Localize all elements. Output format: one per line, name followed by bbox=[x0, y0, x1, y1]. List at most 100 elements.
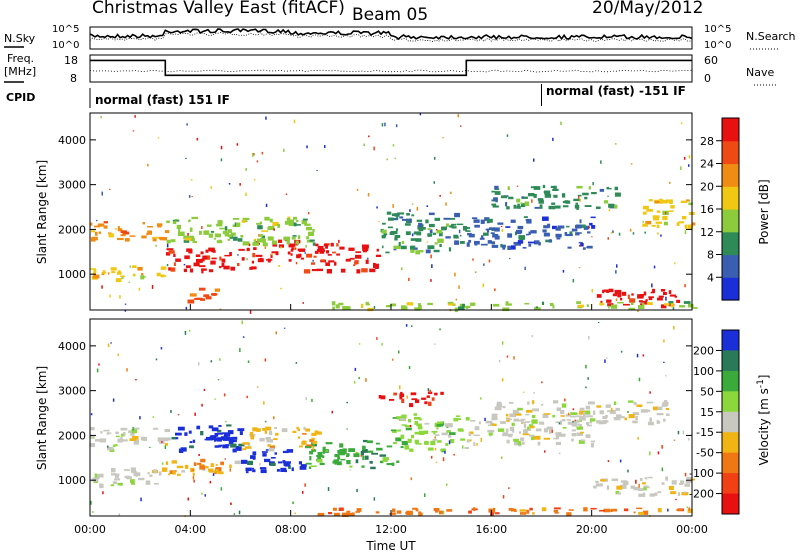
heatmap-cell bbox=[413, 231, 421, 235]
heatmap-cell bbox=[312, 445, 315, 450]
heatmap-cell bbox=[653, 216, 660, 221]
heatmap-noise-cell bbox=[455, 298, 458, 301]
heatmap-cell bbox=[418, 511, 421, 516]
heatmap-noise-cell bbox=[96, 368, 99, 373]
heatmap-cell bbox=[600, 479, 607, 482]
heatmap-cell bbox=[436, 229, 442, 234]
heatmap-cell bbox=[361, 449, 368, 453]
heatmap-cell bbox=[455, 415, 461, 418]
heatmap-cell bbox=[494, 185, 499, 189]
heatmap-cell bbox=[259, 467, 267, 470]
heatmap-cell bbox=[124, 469, 130, 471]
heatmap-cell bbox=[557, 225, 565, 229]
heatmap-cell bbox=[516, 229, 522, 235]
heatmap-cell bbox=[415, 508, 419, 512]
heatmap-noise-cell bbox=[155, 358, 158, 361]
colorbar-tick-label: 16 bbox=[700, 203, 714, 216]
heatmap-cell bbox=[486, 218, 493, 223]
heatmap-cell bbox=[523, 430, 528, 434]
heatmap-cell bbox=[473, 219, 480, 223]
heatmap-cell bbox=[400, 391, 403, 394]
heatmap-cell bbox=[542, 184, 546, 189]
heatmap-cell bbox=[145, 480, 151, 485]
heatmap-cell bbox=[545, 239, 553, 243]
heatmap-cell bbox=[606, 186, 609, 190]
heatmap-noise-cell bbox=[592, 182, 594, 186]
heatmap-cell bbox=[323, 244, 329, 247]
heatmap-cell bbox=[642, 482, 646, 485]
heatmap-cell bbox=[406, 510, 413, 515]
heatmap-cell bbox=[473, 442, 476, 446]
heatmap-cell bbox=[569, 231, 573, 235]
heatmap-cell bbox=[642, 302, 644, 306]
heatmap-cell bbox=[90, 435, 94, 439]
heatmap-cell bbox=[347, 513, 352, 516]
heatmap-cell bbox=[645, 220, 652, 225]
heatmap-cell bbox=[401, 241, 405, 244]
heatmap-cell bbox=[342, 448, 347, 453]
heatmap-cell bbox=[642, 211, 647, 215]
heatmap-noise-cell bbox=[604, 359, 606, 363]
heatmap-cell bbox=[517, 419, 524, 422]
heatmap-cell bbox=[602, 415, 608, 420]
heatmap-cell bbox=[164, 429, 170, 433]
heatmap-cell bbox=[362, 445, 366, 451]
heatmap-noise-cell bbox=[239, 348, 241, 352]
heatmap-cell bbox=[565, 200, 571, 204]
heatmap-cell bbox=[582, 247, 586, 250]
heatmap-noise-cell bbox=[138, 287, 141, 291]
heatmap-cell bbox=[152, 238, 157, 242]
heatmap-cell bbox=[565, 414, 571, 417]
heatmap-cell bbox=[110, 267, 117, 271]
heatmap-noise-cell bbox=[578, 267, 581, 269]
heatmap-cell bbox=[612, 293, 618, 297]
heatmap-noise-cell bbox=[358, 343, 361, 345]
heatmap-cell bbox=[267, 444, 271, 447]
heatmap-cell bbox=[157, 223, 162, 228]
heatmap-noise-cell bbox=[283, 148, 285, 152]
heatmap-cell bbox=[181, 470, 186, 473]
heatmap-cell bbox=[276, 469, 280, 472]
heatmap-noise-cell bbox=[188, 195, 191, 198]
heatmap-cell bbox=[415, 399, 420, 404]
colorbar-swatch bbox=[722, 452, 739, 474]
heatmap-noise-cell bbox=[139, 416, 141, 420]
heatmap-cell bbox=[110, 484, 115, 487]
heatmap-cell bbox=[200, 298, 205, 301]
heatmap-cell bbox=[411, 398, 418, 401]
heatmap-cell bbox=[391, 429, 397, 432]
heatmap-noise-cell bbox=[395, 124, 398, 128]
heatmap-cell bbox=[537, 441, 541, 446]
heatmap-noise-cell bbox=[500, 225, 503, 227]
heatmap-cell bbox=[691, 307, 698, 309]
heatmap-cell bbox=[576, 432, 583, 436]
colorbar-tick-label: -15 bbox=[696, 426, 714, 439]
heatmap-cell bbox=[411, 214, 415, 217]
heatmap-cell bbox=[509, 413, 517, 418]
heatmap-cell bbox=[576, 415, 582, 418]
heatmap-noise-cell bbox=[558, 452, 561, 455]
heatmap-noise-cell bbox=[667, 508, 669, 512]
heatmap-cell bbox=[397, 416, 404, 420]
heatmap-cell bbox=[309, 456, 312, 461]
heatmap-noise-cell bbox=[585, 386, 587, 389]
heatmap-cell bbox=[448, 434, 452, 438]
heatmap-cell bbox=[520, 202, 523, 205]
heatmap-cell bbox=[113, 473, 120, 476]
heatmap-cell bbox=[250, 435, 254, 440]
heatmap-noise-cell bbox=[101, 191, 103, 196]
heatmap-cell bbox=[491, 241, 495, 245]
heatmap-noise-cell bbox=[239, 183, 241, 186]
colorbar-swatch bbox=[722, 209, 739, 233]
heatmap-cell bbox=[394, 234, 401, 238]
heatmap-cell bbox=[519, 237, 525, 240]
heatmap-noise-cell bbox=[115, 228, 117, 231]
heatmap-cell bbox=[640, 301, 647, 303]
heatmap-cell bbox=[668, 290, 672, 294]
heatmap-cell bbox=[474, 224, 480, 228]
heatmap-cell bbox=[265, 426, 272, 431]
heatmap-cell bbox=[436, 421, 444, 424]
heatmap-cell bbox=[576, 426, 583, 430]
heatmap-cell bbox=[379, 454, 387, 457]
